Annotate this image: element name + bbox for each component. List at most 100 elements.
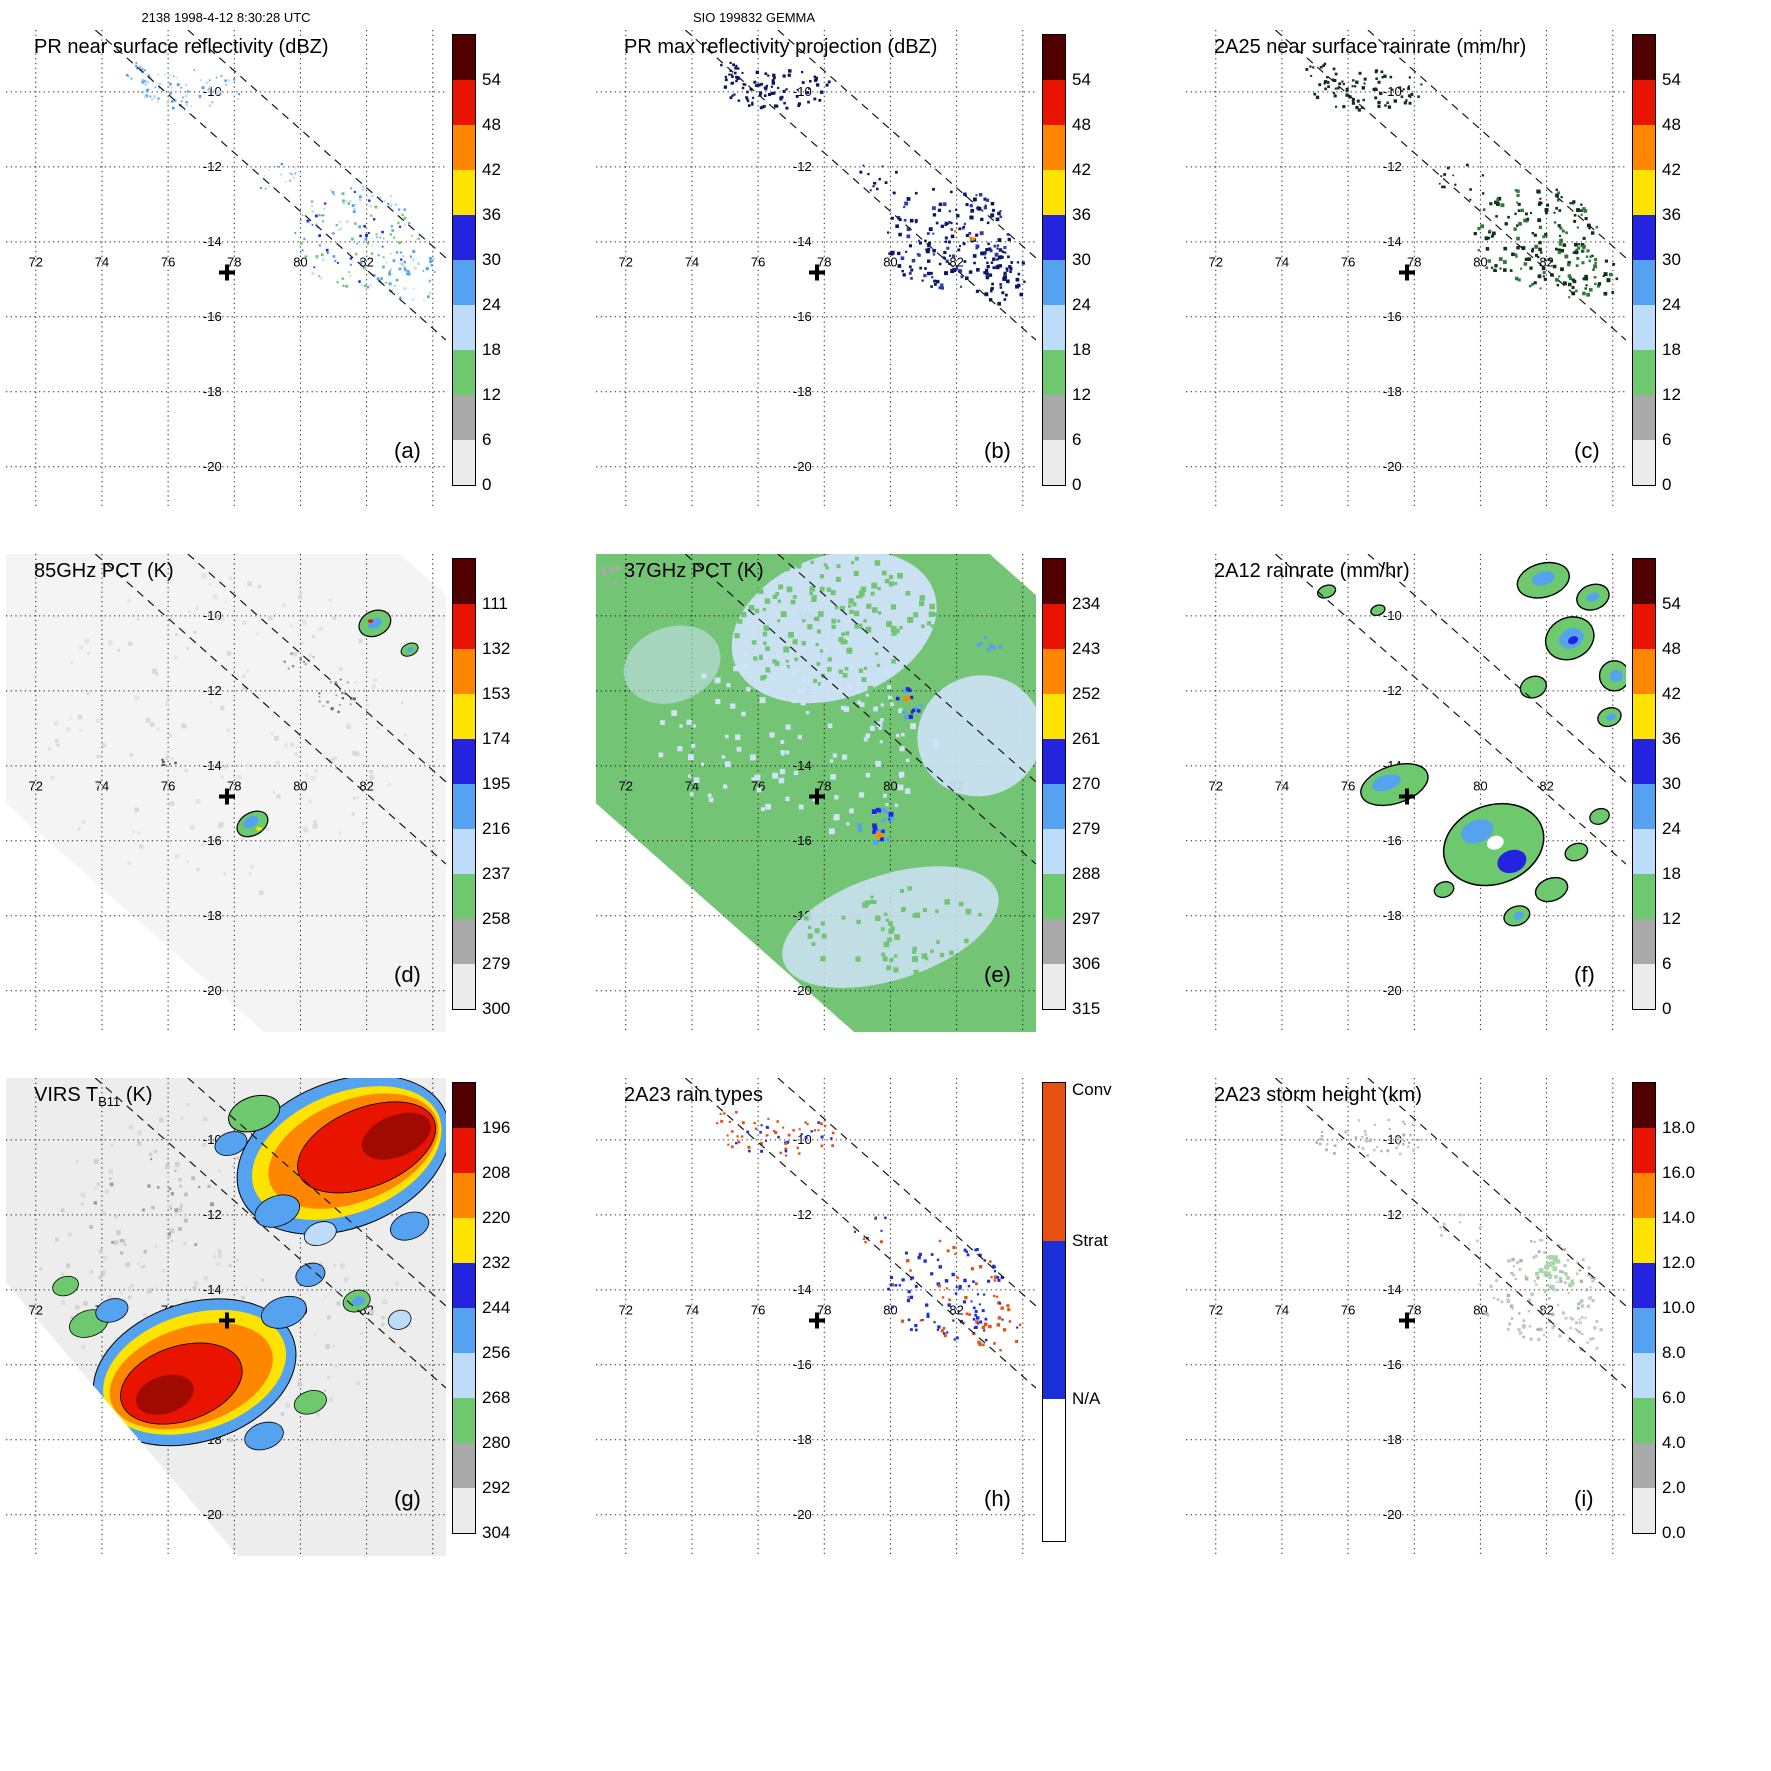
cbar-segment xyxy=(1633,1443,1655,1488)
cbar-segment xyxy=(453,35,475,80)
cbar-segment xyxy=(1043,395,1065,440)
data-blob xyxy=(1486,835,1504,850)
cbar-segment xyxy=(1633,440,1655,485)
lat-tick-label: -16 xyxy=(1383,1357,1402,1372)
data-blob xyxy=(303,1221,337,1246)
cbar-segment xyxy=(1633,604,1655,649)
crosshair-marker xyxy=(1398,264,1415,281)
lon-tick-label: 74 xyxy=(95,778,109,793)
cbar-tick-label: 30 xyxy=(482,250,501,269)
lon-tick-label: 74 xyxy=(1275,778,1289,793)
data-blob xyxy=(1513,911,1524,920)
product-info-header: SIO 199832 GEMMA xyxy=(692,10,816,25)
figure-grid: 72 74 76 78 80 82 -10 -12 -14 -16 -18 -20 PR near su… xyxy=(0,30,1771,1602)
data-blob xyxy=(244,1421,284,1451)
lon-tick-label: 72 xyxy=(1209,254,1223,269)
lon-tick-label: 76 xyxy=(161,254,175,269)
cbar-tick-label: 48 xyxy=(1072,115,1091,134)
data-blob xyxy=(1371,774,1401,792)
lat-tick-label: -20 xyxy=(793,459,812,474)
lat-tick-label: -14 xyxy=(203,234,222,249)
cbar-segment xyxy=(453,694,475,739)
cbar-tick-label: 0 xyxy=(482,475,492,494)
panel-letter: (h) xyxy=(984,1486,1011,1511)
data-blob xyxy=(1606,713,1616,721)
cbar-segment xyxy=(1633,35,1655,80)
cbar-segment xyxy=(453,1263,475,1308)
cbar-segment xyxy=(1633,260,1655,305)
cbar-tick-label: 315 xyxy=(1072,999,1101,1018)
cbar-segment xyxy=(1633,874,1655,919)
map-h: 72 74 76 78 80 82 -10 -12 -14 -16 -18 -20 xyxy=(596,1078,1036,1556)
data-blob xyxy=(1531,571,1555,586)
cbar-tick-label: 288 xyxy=(1072,864,1101,883)
cbar-segment xyxy=(453,215,475,260)
data-blob xyxy=(1370,604,1386,617)
lon-tick-label: 80 xyxy=(293,778,307,793)
crosshair-marker xyxy=(1398,1312,1415,1329)
cbar-tick-label: 54 xyxy=(1072,70,1091,89)
lon-tick-label: 82 xyxy=(1539,254,1553,269)
panel-d: 72 74 76 78 80 82 -10 -12 -14 -16 -18 -20 85GHz PCT … xyxy=(0,554,590,1078)
cbar-tick-label: 261 xyxy=(1072,729,1101,748)
lat-tick-label: -18 xyxy=(793,1432,812,1447)
cbar-segment xyxy=(1043,829,1065,874)
cbar-tick-label: 36 xyxy=(1662,729,1681,748)
crosshair-marker xyxy=(218,1312,235,1329)
cbar-tick-label: 18 xyxy=(482,340,501,359)
data-blob xyxy=(214,1131,248,1156)
cbar-tick-label: 195 xyxy=(482,774,511,793)
panel-title: 85GHz PCT (K) xyxy=(34,560,174,582)
cbar-segment xyxy=(1633,739,1655,784)
colorbar-e xyxy=(1042,558,1066,1010)
lon-tick-label: 72 xyxy=(29,778,43,793)
cbar-segment xyxy=(453,874,475,919)
cbar-segment xyxy=(453,739,475,784)
crosshair-marker xyxy=(218,788,235,805)
data-blob xyxy=(1497,849,1527,874)
lon-tick-label: 82 xyxy=(949,1302,963,1317)
cbar-segment xyxy=(1633,1083,1655,1128)
cbar-tick-label: 216 xyxy=(482,819,511,838)
lon-tick-label: 76 xyxy=(751,778,765,793)
cbar-tick-label: 6.0 xyxy=(1662,1388,1686,1407)
data-blob xyxy=(407,647,414,653)
lat-tick-label: -20 xyxy=(1383,1507,1402,1522)
cbar-tick-label: 42 xyxy=(1662,160,1681,179)
lat-tick-label: -12 xyxy=(203,159,222,174)
lat-tick-label: -20 xyxy=(793,983,812,998)
cbar-segment xyxy=(453,1353,475,1398)
panel-title: PR max reflectivity projection (dBZ) xyxy=(624,36,938,58)
lat-tick-label: -18 xyxy=(1383,1432,1402,1447)
data-layer xyxy=(125,62,436,301)
cbar-tick-label: 6 xyxy=(1662,954,1672,973)
cbar-segment xyxy=(1633,1263,1655,1308)
lon-tick-label: 76 xyxy=(751,254,765,269)
lat-tick-label: -12 xyxy=(203,683,222,698)
panel-h: 72 74 76 78 80 82 -10 -12 -14 -16 -18 -20 2A23 rain … xyxy=(590,1078,1180,1602)
data-layer xyxy=(39,1078,446,1451)
cbar-segment xyxy=(453,1128,475,1173)
lat-tick-label: -10 xyxy=(203,608,222,623)
data-blob xyxy=(1568,636,1579,645)
cbar-segment xyxy=(453,604,475,649)
data-layer xyxy=(1305,62,1619,299)
cbar-tick-label: 24 xyxy=(1662,819,1681,838)
map-d: 72 74 76 78 80 82 -10 -12 -14 -16 -18 -20 xyxy=(6,554,446,1032)
lon-tick-label: 72 xyxy=(1209,1302,1223,1317)
panel-title-subscript: B11 xyxy=(98,1094,121,1109)
cbar-segment xyxy=(453,919,475,964)
colorbar-i xyxy=(1632,1082,1656,1534)
cbar-tick-label: 292 xyxy=(482,1478,511,1497)
data-layer xyxy=(720,61,1026,306)
data-blob xyxy=(367,619,374,623)
cbar-tick-label: 36 xyxy=(482,205,501,224)
cbar-segment xyxy=(1043,964,1065,1009)
cbar-tick-label: 0 xyxy=(1662,999,1672,1018)
lat-tick-label: -10 xyxy=(1383,608,1402,623)
lat-tick-label: -14 xyxy=(793,758,812,773)
panel-i: 72 74 76 78 80 82 -10 -12 -14 -16 -18 -20 2A23 storm… xyxy=(1180,1078,1770,1602)
